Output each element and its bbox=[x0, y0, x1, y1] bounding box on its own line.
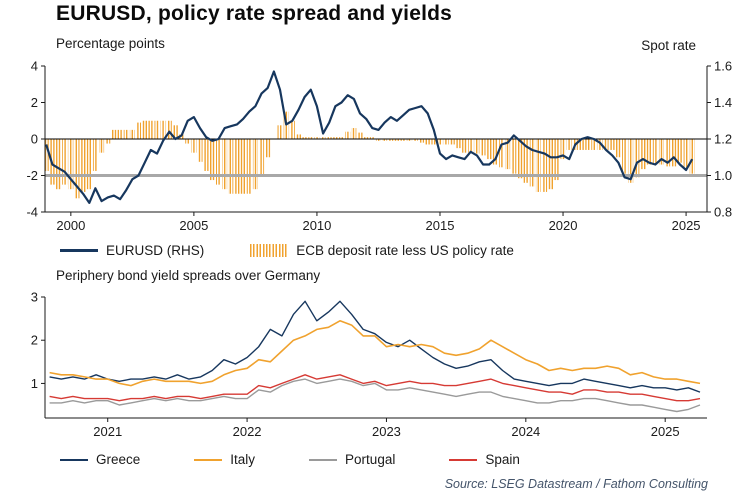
svg-text:2023: 2023 bbox=[372, 424, 401, 439]
svg-text:-2: -2 bbox=[26, 168, 38, 183]
legend-item-spain: Spain bbox=[449, 452, 520, 467]
spain-line-swatch bbox=[449, 458, 478, 461]
legend-item-greece: Greece bbox=[60, 452, 140, 467]
svg-text:3: 3 bbox=[31, 290, 38, 305]
legend-item-eurusd: EURUSD (RHS) bbox=[60, 243, 204, 258]
svg-text:1.4: 1.4 bbox=[714, 95, 732, 110]
svg-text:2010: 2010 bbox=[302, 218, 331, 233]
svg-text:1.6: 1.6 bbox=[714, 59, 732, 74]
legend-label-spain: Spain bbox=[485, 452, 520, 467]
svg-text:-4: -4 bbox=[26, 205, 38, 220]
svg-text:2025: 2025 bbox=[651, 424, 680, 439]
svg-text:4: 4 bbox=[31, 59, 38, 74]
svg-text:1: 1 bbox=[31, 376, 38, 391]
svg-text:2: 2 bbox=[31, 333, 38, 348]
legend-item-italy: Italy bbox=[194, 452, 255, 467]
svg-text:1.0: 1.0 bbox=[714, 168, 732, 183]
svg-text:2000: 2000 bbox=[56, 218, 85, 233]
legend-label-rate-spread: ECB deposit rate less US policy rate bbox=[296, 243, 514, 258]
legend-item-rate-spread: ECB deposit rate less US policy rate bbox=[250, 243, 514, 258]
legend-label-greece: Greece bbox=[96, 452, 141, 467]
right-axis-title: Spot rate bbox=[641, 38, 696, 53]
eurusd-line-swatch bbox=[60, 249, 98, 252]
svg-text:2025: 2025 bbox=[672, 218, 701, 233]
svg-text:0: 0 bbox=[31, 132, 38, 147]
italy-line-swatch bbox=[194, 458, 223, 461]
periphery-spread-chart: 3 2 1 2021 2022 2023 2024 2025 bbox=[31, 290, 707, 439]
svg-text:1.2: 1.2 bbox=[714, 132, 732, 147]
svg-text:2020: 2020 bbox=[549, 218, 578, 233]
page-title: EURUSD, policy rate spread and yields bbox=[56, 2, 453, 25]
svg-text:2015: 2015 bbox=[426, 218, 455, 233]
svg-text:2024: 2024 bbox=[511, 424, 540, 439]
svg-text:2021: 2021 bbox=[93, 424, 122, 439]
source-text: Source: LSEG Datastream / Fathom Consult… bbox=[444, 477, 708, 491]
policy-rate-spread-chart: 4 2 0 -2 -4 0.8 1.0 1.2 1.4 1.6 2000 2005 2010 2015 20… bbox=[26, 59, 732, 234]
left-axis-title: Percentage points bbox=[56, 36, 165, 51]
svg-text:2005: 2005 bbox=[179, 218, 208, 233]
svg-text:0.8: 0.8 bbox=[714, 205, 732, 220]
bottom-chart-legend: Greece Italy Portugal Spain bbox=[60, 452, 520, 467]
portugal-line-swatch bbox=[309, 458, 338, 461]
top-chart-legend: EURUSD (RHS) ECB deposit rate less US po… bbox=[60, 243, 514, 258]
svg-text:2022: 2022 bbox=[233, 424, 262, 439]
legend-label-portugal: Portugal bbox=[345, 452, 396, 467]
bottom-chart-title: Periphery bond yield spreads over German… bbox=[56, 268, 321, 283]
legend-label-italy: Italy bbox=[230, 452, 256, 467]
greece-line-swatch bbox=[60, 458, 88, 461]
svg-text:2: 2 bbox=[31, 95, 38, 110]
rate-spread-hatch-swatch bbox=[250, 244, 289, 257]
legend-item-portugal: Portugal bbox=[309, 452, 395, 467]
legend-label-eurusd: EURUSD (RHS) bbox=[106, 243, 205, 258]
